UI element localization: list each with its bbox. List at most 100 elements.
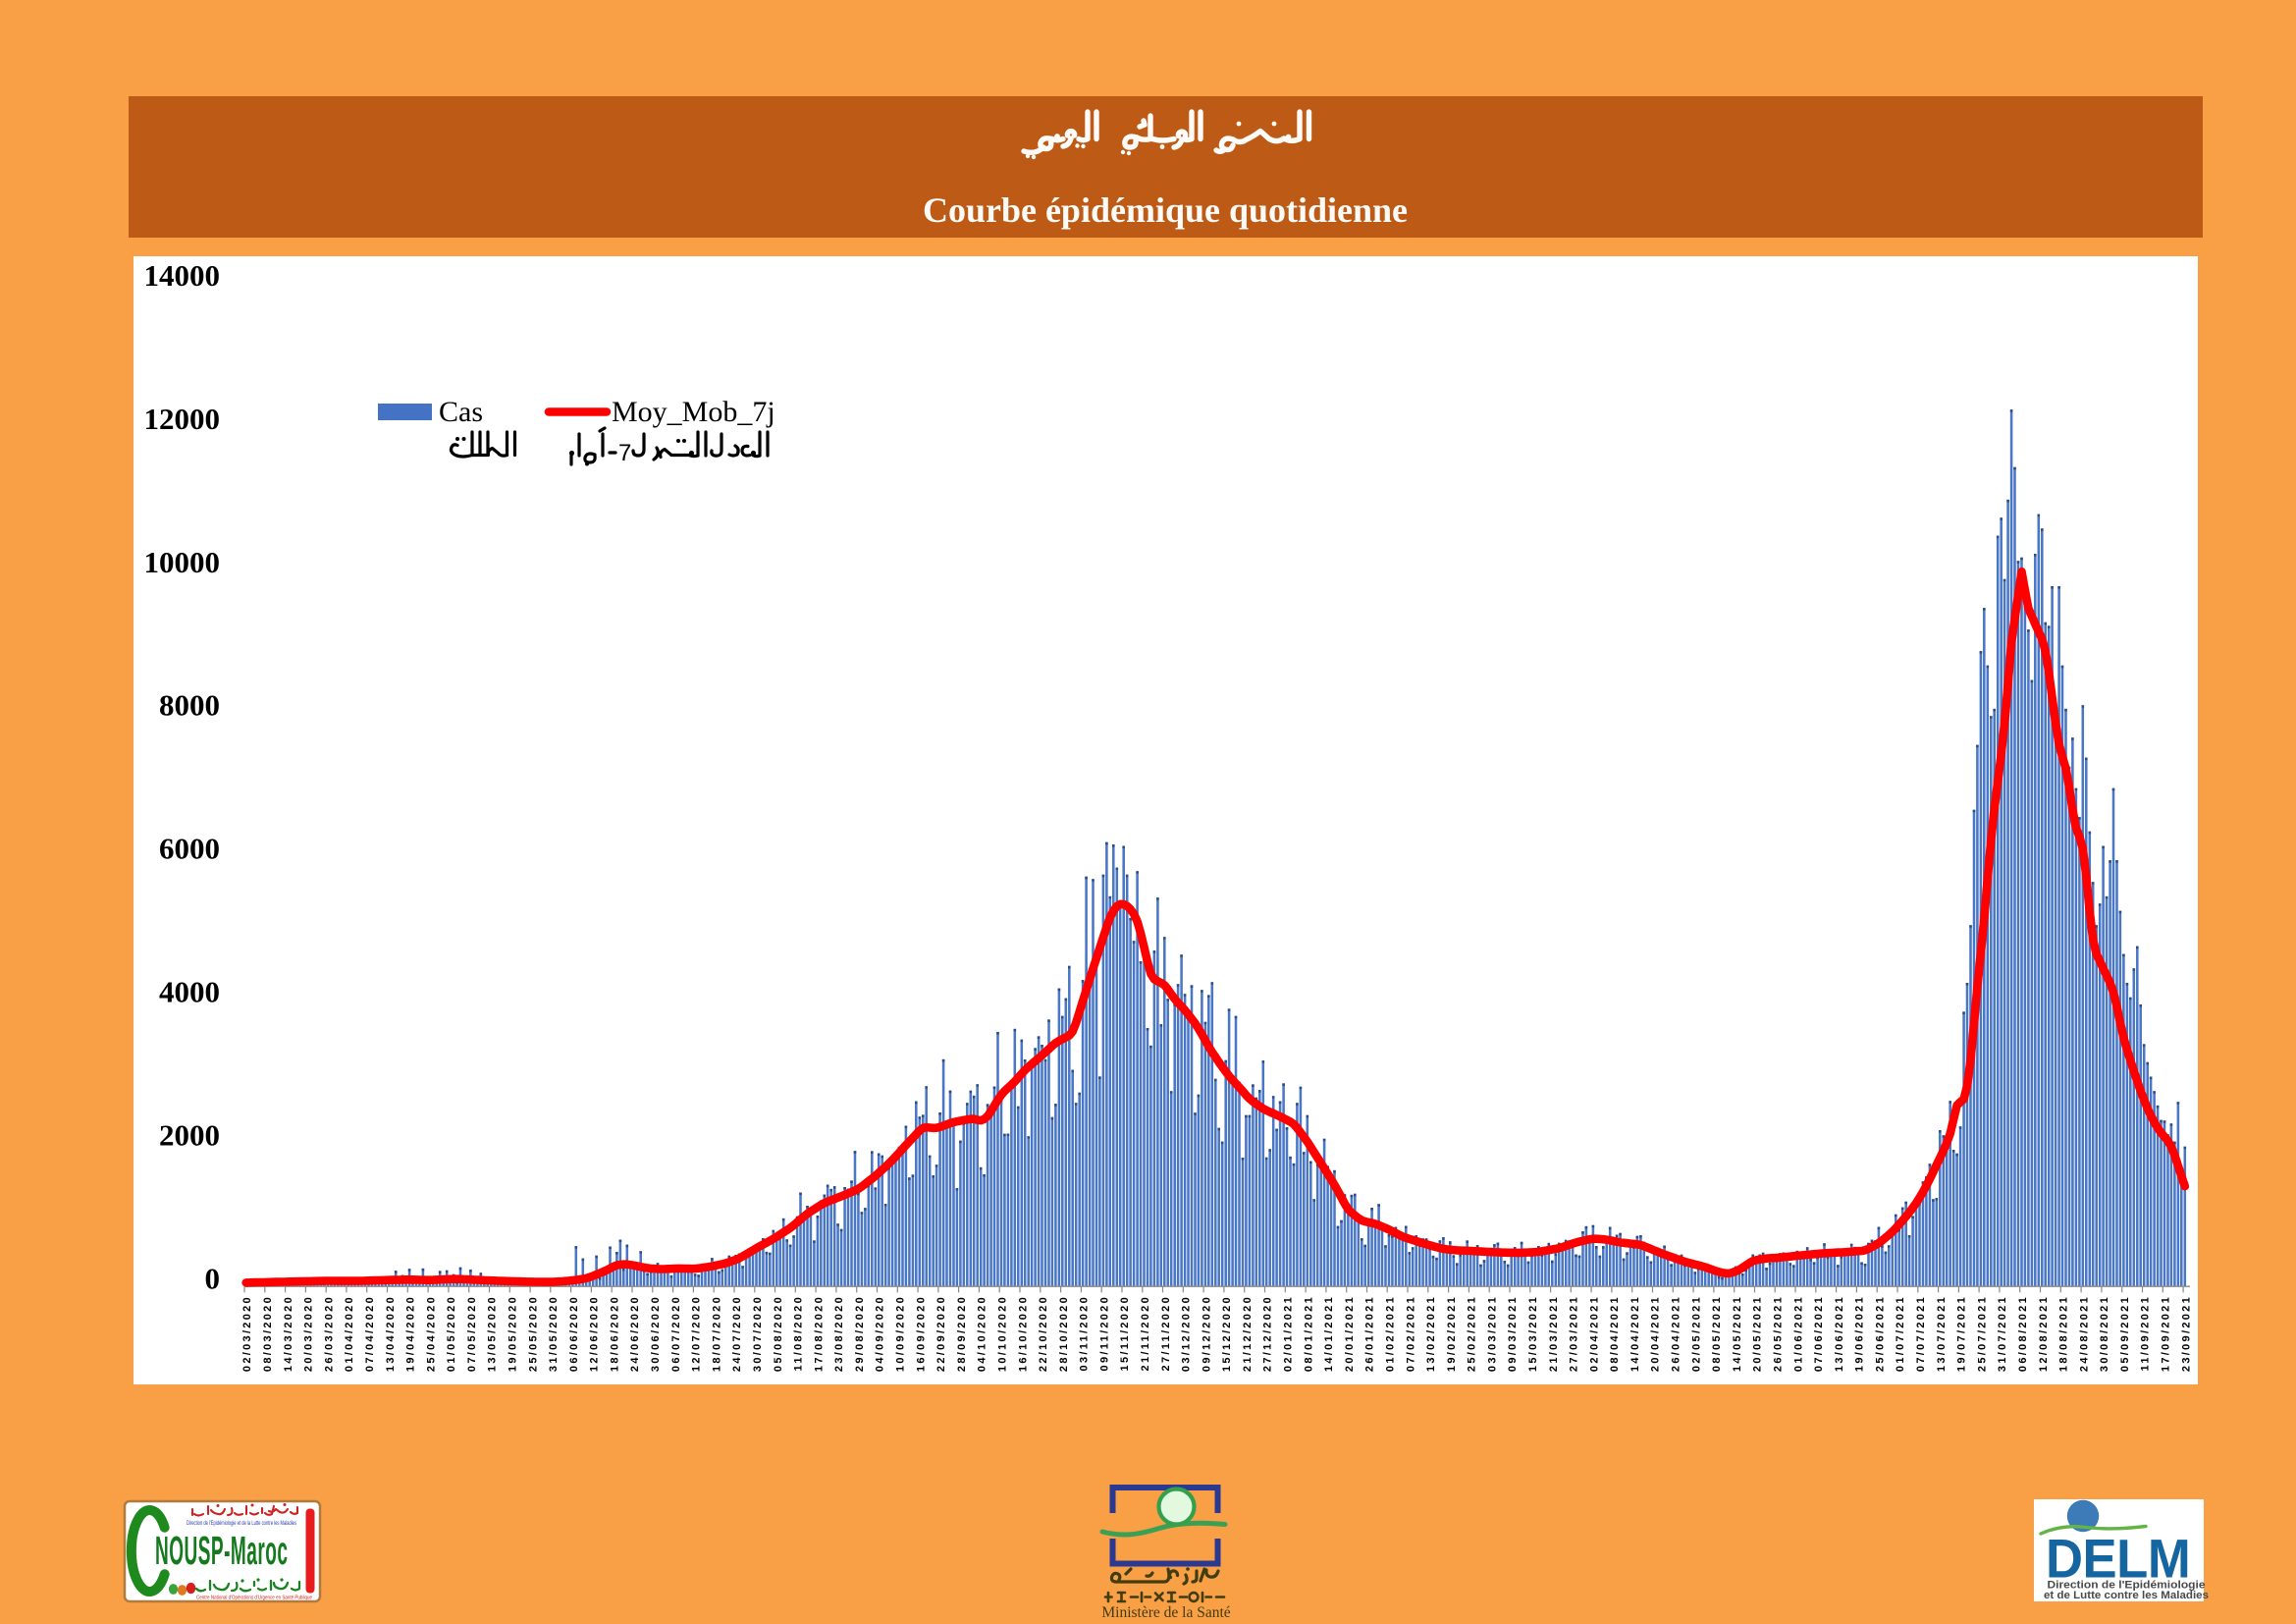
svg-text:25/02/2021: 25/02/2021 — [1467, 1295, 1478, 1372]
svg-text:4000: 4000 — [159, 975, 220, 1009]
svg-text:15/11/2020: 15/11/2020 — [1119, 1295, 1131, 1371]
svg-text:26/03/2020: 26/03/2020 — [323, 1295, 335, 1372]
svg-text:15/12/2020: 15/12/2020 — [1221, 1295, 1233, 1372]
svg-text:25/05/2020: 25/05/2020 — [527, 1295, 539, 1372]
svg-text:12/08/2021: 12/08/2021 — [2038, 1295, 2050, 1372]
svg-text:13/05/2020: 13/05/2020 — [487, 1295, 499, 1372]
svg-text:16/09/2020: 16/09/2020 — [915, 1295, 927, 1372]
svg-text:Direction de l'Epidémiologie e: Direction de l'Epidémiologie et de la Lu… — [187, 1520, 296, 1527]
svg-text:27/12/2020: 27/12/2020 — [1262, 1295, 1274, 1372]
svg-text:05/09/2021: 05/09/2021 — [2119, 1295, 2131, 1372]
svg-text:06/08/2021: 06/08/2021 — [2017, 1295, 2029, 1372]
svg-text:15/03/2021: 15/03/2021 — [1527, 1295, 1539, 1372]
svg-text:02/04/2021: 02/04/2021 — [1588, 1295, 1600, 1372]
svg-text:01/04/2020: 01/04/2020 — [344, 1295, 355, 1372]
svg-text:NOUSP-Maroc: NOUSP-Maroc — [155, 1528, 288, 1573]
svg-text:31/05/2020: 31/05/2020 — [548, 1295, 560, 1372]
svg-text:6000: 6000 — [159, 832, 220, 866]
svg-text:25/06/2021: 25/06/2021 — [1874, 1295, 1886, 1372]
svg-text:19/02/2021: 19/02/2021 — [1446, 1295, 1458, 1372]
svg-text:10/09/2020: 10/09/2020 — [895, 1295, 907, 1372]
svg-text:24/08/2021: 24/08/2021 — [2078, 1295, 2090, 1372]
svg-text:20/03/2020: 20/03/2020 — [303, 1295, 315, 1372]
svg-text:18/06/2020: 18/06/2020 — [610, 1295, 621, 1372]
svg-text:Courbe épidémique quotidienne: Courbe épidémique quotidienne — [923, 190, 1408, 230]
svg-text:04/09/2020: 04/09/2020 — [875, 1295, 886, 1372]
svg-text:22/10/2020: 22/10/2020 — [1038, 1295, 1049, 1372]
svg-text:26/05/2021: 26/05/2021 — [1773, 1295, 1785, 1372]
svg-text:09/11/2020: 09/11/2020 — [1098, 1295, 1110, 1371]
svg-text:0: 0 — [205, 1261, 221, 1295]
svg-text:19/06/2021: 19/06/2021 — [1854, 1295, 1866, 1372]
svg-text:14/03/2020: 14/03/2020 — [283, 1295, 294, 1372]
svg-text:12000: 12000 — [144, 402, 221, 436]
svg-text:08/01/2021: 08/01/2021 — [1303, 1295, 1314, 1372]
svg-text:18/08/2021: 18/08/2021 — [2058, 1295, 2070, 1372]
svg-text:02/03/2020: 02/03/2020 — [241, 1295, 253, 1372]
svg-text:30/07/2020: 30/07/2020 — [752, 1295, 764, 1372]
svg-text:Centre National d'Opérations d: Centre National d'Opérations d'Urgence e… — [196, 1596, 312, 1601]
svg-text:7: 7 — [618, 440, 631, 466]
svg-text:13/02/2021: 13/02/2021 — [1425, 1295, 1437, 1372]
svg-text:Ministère de la Santé: Ministère de la Santé — [1101, 1604, 1230, 1621]
svg-text:01/07/2021: 01/07/2021 — [1895, 1295, 1906, 1372]
svg-text:25/07/2021: 25/07/2021 — [1976, 1295, 1988, 1372]
svg-text:07/05/2020: 07/05/2020 — [466, 1295, 478, 1372]
svg-text:01/02/2021: 01/02/2021 — [1385, 1295, 1397, 1372]
svg-text:07/06/2021: 07/06/2021 — [1813, 1295, 1825, 1372]
svg-text:09/03/2021: 09/03/2021 — [1507, 1295, 1519, 1372]
svg-text:03/03/2021: 03/03/2021 — [1486, 1295, 1498, 1372]
svg-text:25/04/2020: 25/04/2020 — [425, 1295, 437, 1372]
svg-text:01/05/2020: 01/05/2020 — [446, 1295, 457, 1372]
svg-text:Moy_Mob_7j: Moy_Mob_7j — [612, 396, 775, 428]
svg-text:22/09/2020: 22/09/2020 — [935, 1295, 947, 1372]
svg-text:30/08/2021: 30/08/2021 — [2099, 1295, 2110, 1372]
svg-text:26/04/2021: 26/04/2021 — [1671, 1295, 1682, 1372]
svg-text:05/08/2020: 05/08/2020 — [773, 1295, 784, 1372]
svg-text:06/06/2020: 06/06/2020 — [568, 1295, 580, 1372]
svg-text:12/06/2020: 12/06/2020 — [589, 1295, 601, 1372]
svg-text:30/06/2020: 30/06/2020 — [650, 1295, 662, 1372]
svg-text:03/11/2020: 03/11/2020 — [1079, 1295, 1091, 1371]
svg-text:10/10/2020: 10/10/2020 — [997, 1295, 1009, 1372]
svg-text:02/05/2021: 02/05/2021 — [1690, 1295, 1702, 1372]
svg-text:12/07/2020: 12/07/2020 — [691, 1295, 703, 1372]
svg-text:19/04/2020: 19/04/2020 — [405, 1295, 417, 1372]
svg-text:08/05/2021: 08/05/2021 — [1711, 1295, 1723, 1372]
svg-text:13/06/2021: 13/06/2021 — [1834, 1295, 1845, 1372]
svg-text:14/04/2021: 14/04/2021 — [1629, 1295, 1641, 1372]
svg-text:DELM: DELM — [2046, 1528, 2190, 1590]
svg-text:21/03/2021: 21/03/2021 — [1548, 1295, 1560, 1372]
svg-text:06/07/2020: 06/07/2020 — [670, 1295, 682, 1372]
svg-text:20/01/2021: 20/01/2021 — [1344, 1295, 1356, 1372]
svg-text:08/04/2021: 08/04/2021 — [1609, 1295, 1621, 1372]
svg-text:28/10/2020: 28/10/2020 — [1058, 1295, 1070, 1372]
svg-text:20/04/2021: 20/04/2021 — [1650, 1295, 1662, 1372]
svg-text:03/12/2020: 03/12/2020 — [1181, 1295, 1193, 1372]
svg-text:14/01/2021: 14/01/2021 — [1323, 1295, 1335, 1372]
svg-text:Direction de l'Epidémiologie: Direction de l'Epidémiologie — [2048, 1580, 2206, 1592]
svg-text:29/08/2020: 29/08/2020 — [854, 1295, 866, 1372]
svg-text:01/06/2021: 01/06/2021 — [1792, 1295, 1804, 1372]
svg-text:09/12/2020: 09/12/2020 — [1201, 1295, 1212, 1372]
svg-text:11/09/2021: 11/09/2021 — [2140, 1295, 2152, 1371]
svg-text:07/04/2020: 07/04/2020 — [364, 1295, 376, 1372]
svg-text:21/12/2020: 21/12/2020 — [1242, 1295, 1254, 1372]
svg-text:10000: 10000 — [144, 545, 221, 579]
svg-text:07/07/2021: 07/07/2021 — [1915, 1295, 1927, 1372]
svg-text:07/02/2021: 07/02/2021 — [1405, 1295, 1416, 1372]
svg-text:24/06/2020: 24/06/2020 — [629, 1295, 641, 1372]
svg-text:20/05/2021: 20/05/2021 — [1752, 1295, 1764, 1372]
svg-text:11/08/2020: 11/08/2020 — [793, 1295, 805, 1371]
svg-text:et de Lutte contre les Maladie: et de Lutte contre les Maladies — [2044, 1590, 2209, 1601]
svg-text:24/07/2020: 24/07/2020 — [731, 1295, 743, 1372]
svg-text:19/07/2021: 19/07/2021 — [1956, 1295, 1968, 1372]
svg-text:14/05/2021: 14/05/2021 — [1732, 1295, 1743, 1372]
svg-text:21/11/2020: 21/11/2020 — [1140, 1295, 1151, 1371]
svg-text:18/07/2020: 18/07/2020 — [711, 1295, 722, 1372]
svg-text:Cas: Cas — [439, 396, 483, 428]
svg-text:14000: 14000 — [144, 258, 221, 293]
svg-text:13/07/2021: 13/07/2021 — [1936, 1295, 1948, 1372]
svg-text:27/03/2021: 27/03/2021 — [1569, 1295, 1580, 1372]
svg-text:23/08/2020: 23/08/2020 — [833, 1295, 845, 1372]
